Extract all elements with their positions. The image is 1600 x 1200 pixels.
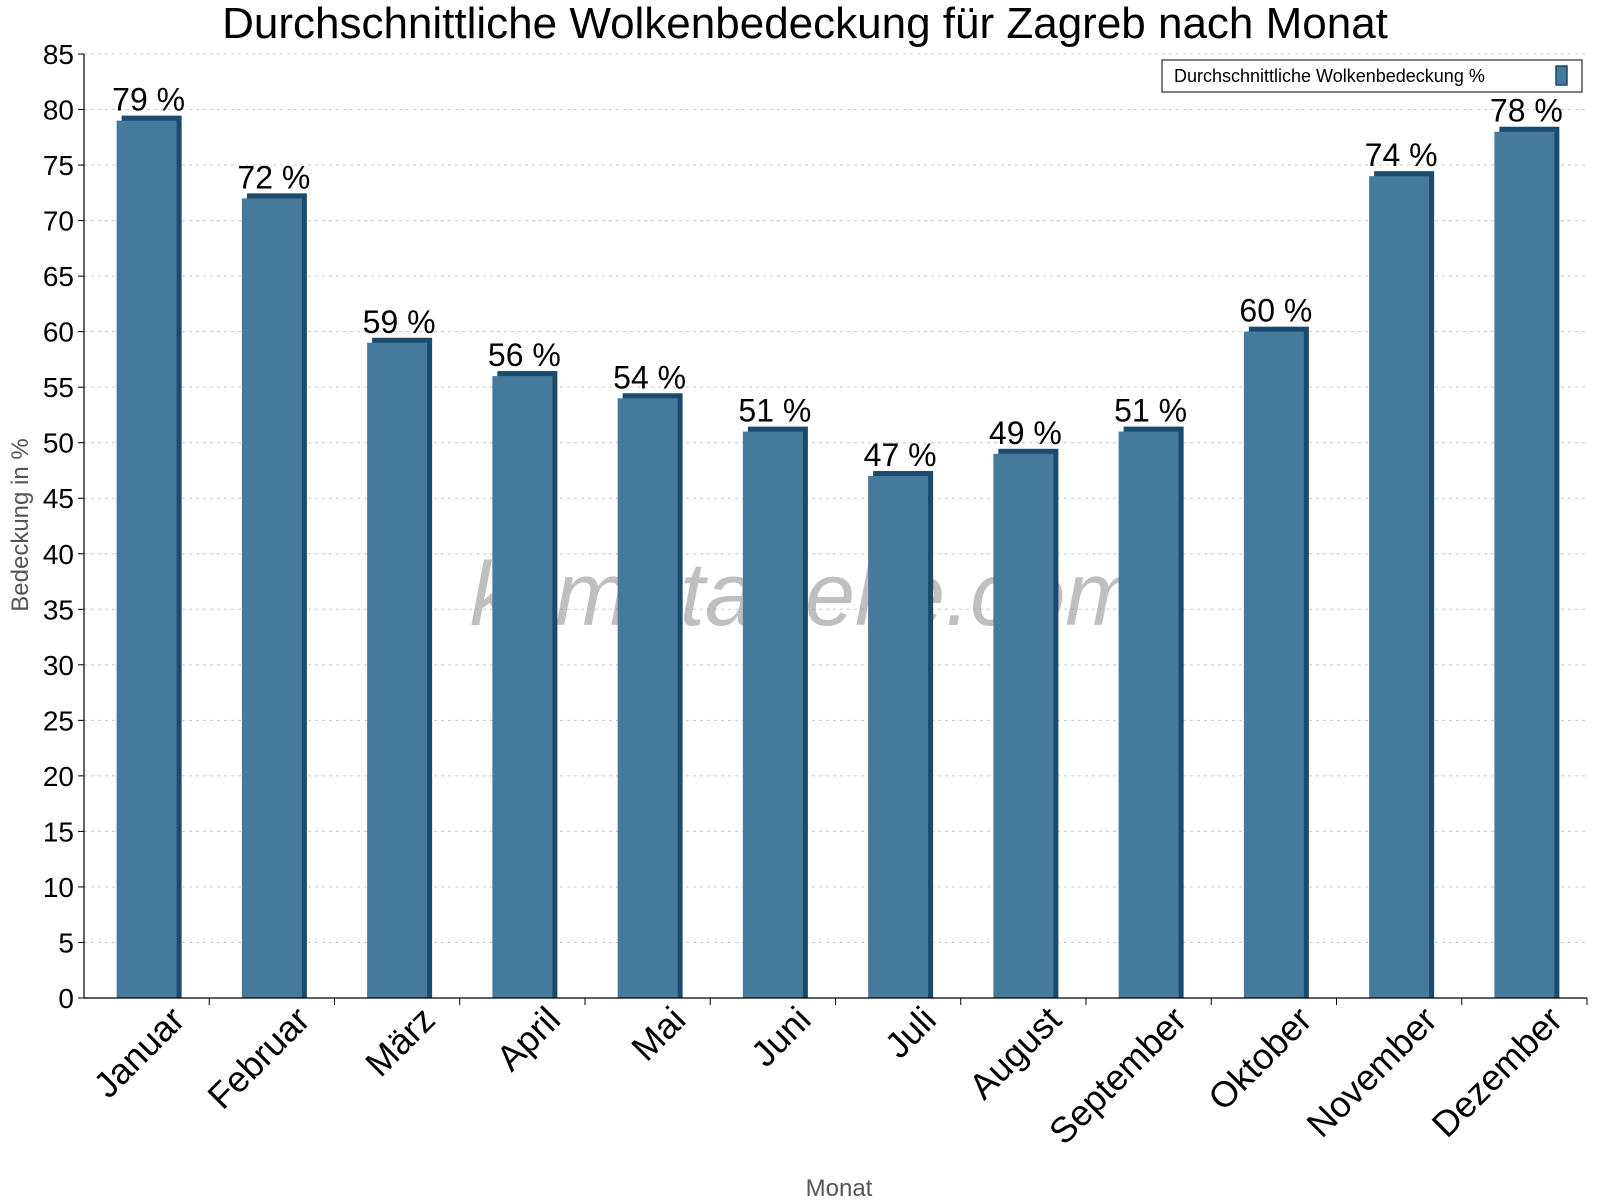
bar — [116, 115, 182, 998]
bar-face — [1494, 131, 1555, 998]
y-tick-label: 25 — [43, 705, 74, 736]
data-label: 49 % — [989, 415, 1062, 451]
bar — [492, 371, 558, 999]
y-tick-label: 55 — [43, 372, 74, 403]
grid-lines — [84, 53, 1587, 943]
data-label: 51 % — [1114, 393, 1187, 429]
data-label: 59 % — [363, 304, 436, 340]
bar — [367, 337, 433, 998]
bar-face — [1243, 331, 1304, 998]
bar — [742, 426, 808, 999]
x-tick-label: November — [1298, 999, 1444, 1145]
y-tick-label: 50 — [43, 428, 74, 459]
data-label: 79 % — [112, 82, 185, 118]
y-tick-label: 35 — [43, 594, 74, 625]
bar-face — [116, 120, 177, 998]
x-tick-label: März — [357, 999, 443, 1085]
bar — [1118, 426, 1184, 999]
bar — [993, 448, 1059, 998]
data-label: 74 % — [1365, 137, 1438, 173]
bar — [617, 393, 683, 998]
bar-face — [868, 476, 929, 998]
legend-box — [1161, 59, 1583, 93]
data-label: 78 % — [1490, 93, 1563, 129]
bar — [1243, 326, 1309, 998]
data-label: 56 % — [488, 337, 561, 373]
bar — [868, 471, 934, 998]
bar-face — [241, 198, 302, 998]
bar — [1369, 171, 1435, 999]
bar-face — [492, 376, 553, 999]
y-tick-label: 40 — [43, 539, 74, 570]
y-tick-label: 80 — [43, 95, 74, 126]
x-tick-label: August — [961, 999, 1069, 1107]
bars — [116, 115, 1560, 999]
data-labels: 79 % 72 % 59 % 56 % 54 % 51 % 47 % 49 % 51 % 60 %… — [112, 82, 1563, 473]
legend-swatch — [1555, 65, 1568, 86]
data-label: 72 % — [237, 159, 310, 195]
data-label: 54 % — [613, 359, 686, 395]
axes — [78, 53, 1588, 1005]
x-tick-label: September — [1041, 999, 1195, 1153]
x-tick-label: Februar — [199, 999, 317, 1117]
y-tick-label: 70 — [43, 206, 74, 237]
y-tick-label: 20 — [43, 761, 74, 792]
x-tick-label: Juni — [743, 999, 819, 1075]
x-tick-label: Dezember — [1424, 999, 1570, 1145]
bar — [1494, 126, 1560, 999]
x-tick-label: Juli — [877, 999, 944, 1066]
y-tick-label: 65 — [43, 261, 74, 292]
y-tick-label: 45 — [43, 483, 74, 514]
bar-face — [1369, 176, 1430, 999]
x-axis-title: Monat — [806, 1175, 873, 1200]
y-axis-title: Bedeckung in % — [7, 438, 34, 611]
x-tick-label: Oktober — [1200, 999, 1320, 1119]
x-tick-labels: Januar Februar März April Mai Juni Juli AugustS… — [85, 999, 1570, 1153]
x-tick-label: April — [488, 999, 568, 1079]
legend: Durchschnittliche Wolkenbedeckung % — [1161, 59, 1583, 93]
data-label: 60 % — [1239, 293, 1312, 329]
chart-title: Durchschnittliche Wolkenbedeckung für Za… — [222, 0, 1388, 48]
data-label: 47 % — [864, 437, 937, 473]
y-tick-label: 75 — [43, 150, 74, 181]
y-tick-label: 5 — [58, 927, 74, 958]
bar-face — [742, 431, 803, 999]
bar-face — [1118, 431, 1179, 999]
bar-face — [367, 342, 428, 998]
y-tick-label: 15 — [43, 816, 74, 847]
bar-face — [617, 398, 678, 998]
y-tick-label: 0 — [58, 983, 74, 1014]
y-tick-label: 30 — [43, 650, 74, 681]
y-tick-label: 60 — [43, 317, 74, 348]
y-tick-labels: 0 5 10 15 20 25 30 35 40 45 50 55 60 65 70 75 80 85 — [43, 39, 74, 1014]
data-label: 51 % — [738, 393, 811, 429]
y-tick-label: 10 — [43, 872, 74, 903]
bar-face — [993, 453, 1054, 998]
x-tick-label: Mai — [623, 999, 693, 1069]
bar — [241, 193, 307, 998]
legend-label: Durchschnittliche Wolkenbedeckung % — [1174, 66, 1485, 86]
x-tick-label: Januar — [85, 999, 192, 1106]
y-tick-label: 85 — [43, 39, 74, 70]
